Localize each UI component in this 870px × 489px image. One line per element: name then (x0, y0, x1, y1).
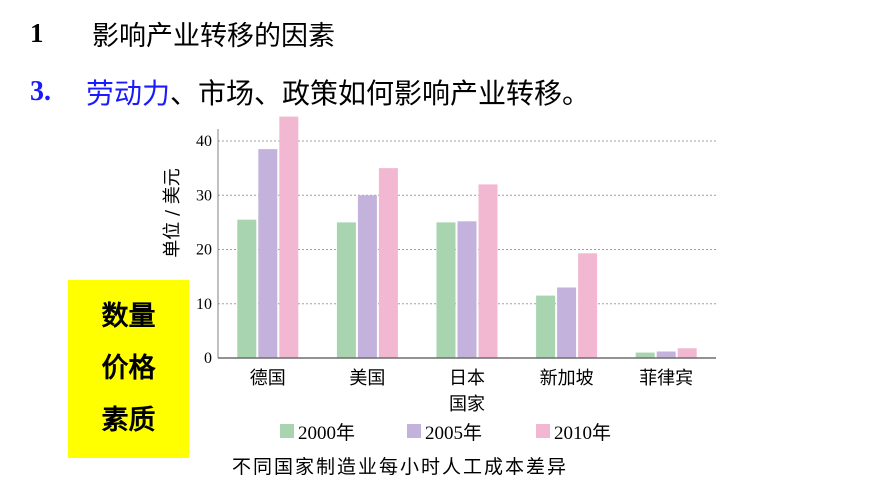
x-tick-label: 美国 (349, 368, 385, 389)
x-tick-label: 德国 (250, 368, 286, 389)
x-tick-label: 菲律宾 (639, 368, 693, 389)
bar (478, 184, 498, 358)
section-heading: 1 影响产业转移的因素 (30, 14, 335, 53)
bar (536, 295, 556, 358)
note-item-quality: 素质 (101, 405, 156, 436)
bar (258, 149, 278, 358)
bar (237, 219, 257, 358)
item-text: 、市场、政策如何影响产业转移。 (170, 77, 591, 110)
legend-swatch (280, 424, 294, 438)
bar (378, 168, 398, 358)
legend-label: 2000年 (298, 422, 355, 444)
y-tick-label: 30 (196, 187, 212, 204)
y-tick-label: 10 (196, 296, 212, 313)
section-title: 影响产业转移的因素 (92, 21, 335, 52)
bar (436, 222, 456, 358)
legend-swatch (536, 424, 550, 438)
y-axis-label: 单位 / 美元 (162, 168, 183, 258)
legend-swatch (407, 424, 421, 438)
note-item-quantity: 数量 (101, 301, 156, 332)
bar (578, 253, 598, 358)
legend-label: 2005年 (425, 422, 482, 444)
bar (357, 195, 377, 358)
bar (557, 287, 577, 358)
item-heading: 3. 劳动力 、市场、政策如何影响产业转移。 (30, 72, 590, 112)
note-item-price: 价格 (101, 353, 156, 384)
y-tick-label: 40 (196, 133, 212, 150)
item-number: 3. (30, 76, 51, 107)
x-tick-label: 日本国家 (449, 368, 485, 415)
yellow-note-box: 数量 价格 素质 (68, 280, 189, 458)
bar (635, 352, 655, 358)
x-tick-label: 新加坡 (540, 368, 594, 389)
bar (656, 351, 676, 358)
section-number: 1 (30, 18, 44, 48)
y-tick-label: 0 (204, 350, 212, 367)
bar (457, 221, 477, 358)
bar (677, 348, 697, 358)
bar (336, 222, 356, 358)
bar (279, 116, 299, 359)
chart-title: 不同国家制造业每小时人工成本差异 (232, 456, 569, 478)
y-tick-label: 20 (196, 242, 212, 259)
legend-label: 2010年 (554, 422, 611, 444)
item-highlight: 劳动力 (86, 77, 171, 110)
